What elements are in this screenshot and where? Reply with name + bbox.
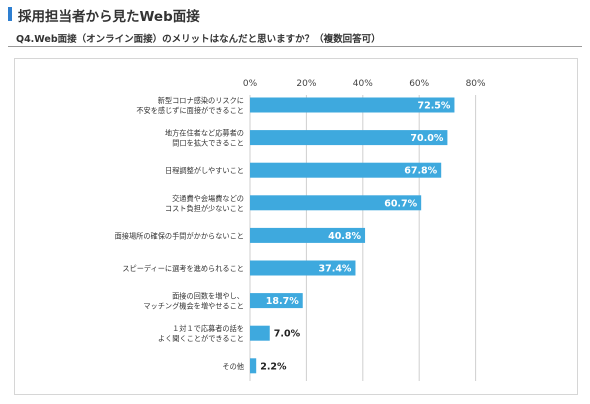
category-label: コスト負担が少ないこと — [165, 204, 244, 213]
value-label: 40.8% — [328, 231, 361, 242]
category-label: 不安を感じずに面接ができること — [136, 106, 244, 115]
x-tick-label: 80% — [466, 79, 486, 89]
bar — [250, 227, 366, 243]
bar-chart: 0% 20% 40% 60% 80% 新型コロナ感染のリスクに不安を感じずに面接ができるこ… — [115, 79, 486, 381]
bar — [250, 195, 422, 211]
page-header: 採用担当者から見たWeb面接 — [8, 4, 582, 25]
value-label: 37.4% — [318, 264, 351, 275]
x-tick-label: 60% — [409, 79, 429, 89]
value-label: 7.0% — [274, 329, 301, 340]
category-label: 交通費や会場費などの — [172, 194, 244, 203]
bar — [250, 130, 448, 146]
value-label: 70.0% — [410, 133, 443, 144]
x-tick-label: 40% — [353, 79, 373, 89]
category-label: 日程調整がしやすいこと — [165, 166, 244, 175]
value-label: 72.5% — [417, 101, 450, 112]
value-label: 18.7% — [266, 296, 299, 307]
bar — [250, 97, 455, 113]
category-label: 間口を拡大できること — [172, 139, 244, 148]
bar — [250, 358, 257, 374]
category-label: その他 — [222, 362, 244, 371]
x-tick-label: 20% — [296, 79, 316, 89]
survey-question: Q4.Web面接（オンライン面接）のメリットはなんだと思いますか？（複数回答可） — [16, 34, 381, 45]
category-label: よく聞くことができること — [158, 334, 244, 343]
chart-panel: 0% 20% 40% 60% 80% 新型コロナ感染のリスクに 不安を感じずに面接ができるこ… — [14, 58, 578, 395]
category-label: 地方在住者など応募者の — [165, 129, 244, 138]
category-label: 新型コロナ感染のリスクに — [158, 96, 244, 105]
bar — [250, 162, 442, 178]
category-label: １対１で応募者の話を — [172, 324, 244, 333]
divider — [8, 46, 582, 47]
bar — [250, 293, 303, 309]
category-label: マッチング機会を増やせること — [143, 302, 244, 311]
category-label: 面接の回数を増やし、 — [172, 292, 244, 301]
x-tick-label: 0% — [243, 79, 258, 89]
value-label: 67.8% — [404, 166, 437, 177]
category-label: スピーディーに選考を進められること — [122, 264, 244, 273]
category-label: 面接場所の確保の手間がかからないこと — [115, 231, 244, 240]
title-accent-bar — [8, 7, 12, 21]
bar — [250, 260, 356, 276]
value-label: 60.7% — [384, 198, 417, 209]
bar — [250, 325, 270, 341]
value-label: 2.2% — [260, 361, 287, 372]
page-title: 採用担当者から見たWeb面接 — [18, 9, 200, 25]
